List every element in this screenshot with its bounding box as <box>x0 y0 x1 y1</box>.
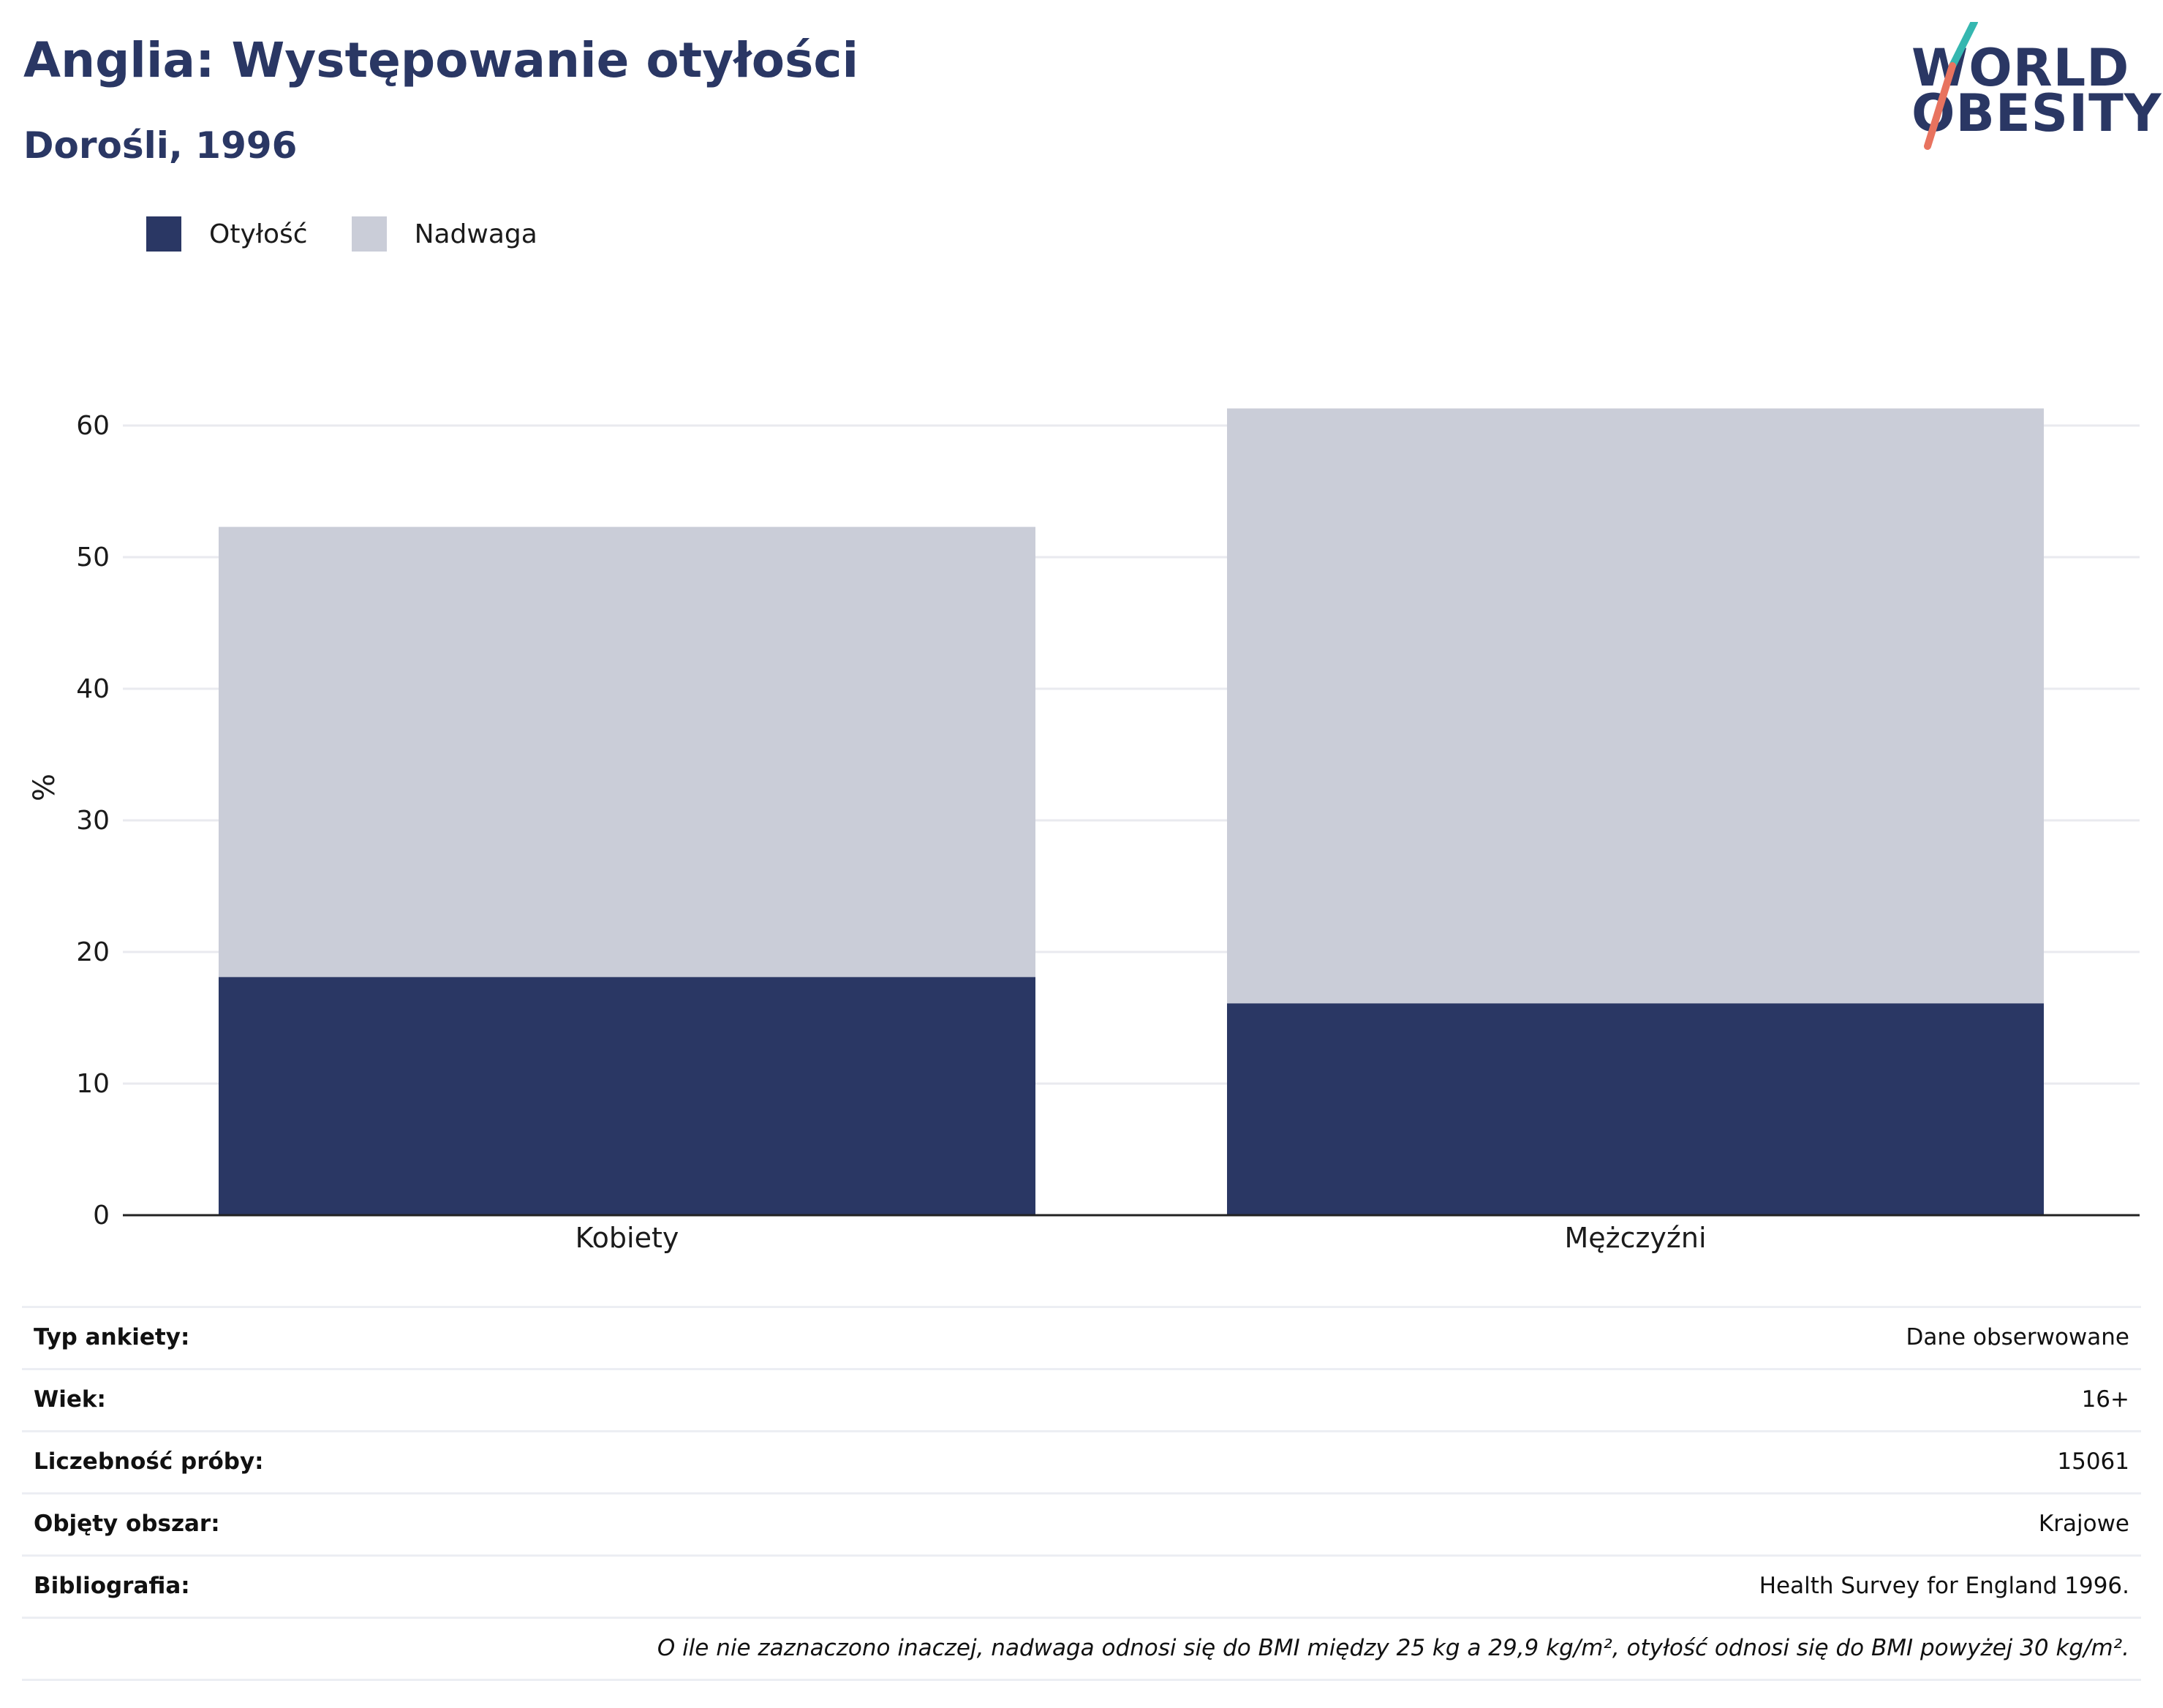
y-tick-label: 10 <box>76 1069 110 1099</box>
bar-overweight <box>219 526 1035 978</box>
info-row: Objęty obszar: Krajowe <box>22 1492 2141 1554</box>
bar-obesity <box>219 977 1035 1215</box>
info-value: Krajowe <box>2038 1511 2129 1537</box>
info-value: 16+ <box>2081 1386 2129 1413</box>
y-tick-label: 50 <box>76 543 110 573</box>
info-label: Bibliografia: <box>34 1573 190 1599</box>
footnote: O ile nie zaznaczono inaczej, nadwaga od… <box>657 1635 2129 1661</box>
info-row: Typ ankiety: Dane obserwowane <box>22 1306 2141 1368</box>
bar-obesity <box>1227 1003 2044 1215</box>
info-value: Health Survey for England 1996. <box>1759 1573 2129 1599</box>
info-value: Dane obserwowane <box>1906 1324 2129 1350</box>
world-obesity-logo: WORLD OBESITY <box>1901 22 2162 154</box>
x-tick-label: Mężczyźni <box>1564 1222 1706 1254</box>
info-row: Liczebność próby: 15061 <box>22 1430 2141 1492</box>
info-value: 15061 <box>2057 1448 2129 1475</box>
bar-overweight <box>1227 408 2044 1004</box>
info-label: Liczebność próby: <box>34 1448 264 1475</box>
legend-swatch-obesity <box>146 216 181 252</box>
y-tick-label: 60 <box>76 411 110 441</box>
bar-chart: 0 10 20 30 40 50 60% Kobiety Mężczyźni <box>28 408 2140 1254</box>
chart-title: Anglia: Występowanie otyłości <box>23 32 859 88</box>
y-tick-label: 40 <box>76 674 110 704</box>
info-row: Bibliografia: Health Survey for England … <box>22 1554 2141 1617</box>
legend-swatch-overweight <box>351 216 387 252</box>
y-axis-label: % <box>28 774 61 801</box>
legend-item-obesity[interactable]: Otyłość <box>146 216 308 252</box>
legend-label-overweight: Nadwaga <box>414 219 537 249</box>
info-label: Objęty obszar: <box>34 1511 220 1537</box>
x-tick-label: Kobiety <box>575 1222 679 1254</box>
info-row: Wiek: 16+ <box>22 1368 2141 1430</box>
y-tick-label: 0 <box>93 1201 110 1231</box>
logo-slash-icon <box>1924 22 1978 150</box>
legend-label-obesity: Otyłość <box>209 219 308 249</box>
chart-legend: Otyłość Nadwaga <box>146 216 581 252</box>
logo-text-obesity: OBESITY <box>1911 83 2162 143</box>
y-tick-label: 30 <box>76 806 110 836</box>
info-table: Typ ankiety: Dane obserwowane Wiek: 16+ … <box>22 1306 2141 1681</box>
legend-item-overweight[interactable]: Nadwaga <box>351 216 537 252</box>
footnote-row: O ile nie zaznaczono inaczej, nadwaga od… <box>22 1617 2141 1681</box>
chart-subtitle: Dorośli, 1996 <box>23 124 298 167</box>
info-label: Typ ankiety: <box>34 1324 190 1350</box>
info-label: Wiek: <box>34 1386 106 1413</box>
y-tick-label: 20 <box>76 937 110 967</box>
